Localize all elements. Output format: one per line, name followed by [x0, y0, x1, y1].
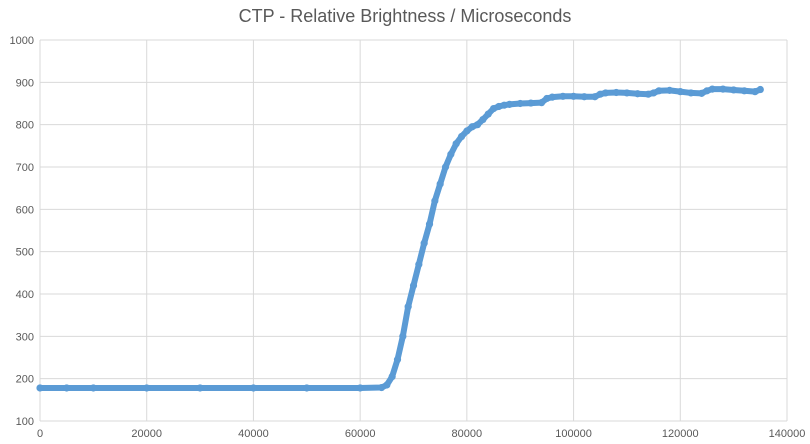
x-tick-label: 80000 [452, 428, 483, 440]
data-point [730, 86, 738, 94]
data-point [425, 220, 434, 228]
data-point [447, 150, 455, 158]
data-point [441, 163, 450, 171]
data-point [569, 92, 578, 100]
data-point [463, 127, 471, 135]
data-point [36, 384, 44, 392]
data-point [687, 89, 695, 97]
data-point [473, 121, 482, 129]
y-tick-label: 800 [16, 120, 34, 132]
data-point [431, 197, 439, 205]
x-tick-label: 20000 [131, 428, 162, 440]
data-point [479, 115, 487, 124]
tick-labels: 100 200 300 400 500 600 700 800 900 1000 0 20000 400… [10, 35, 806, 440]
y-tick-label: 100 [16, 416, 34, 428]
data-point [719, 85, 727, 93]
y-tick-label: 400 [16, 289, 34, 301]
data-points [36, 85, 764, 392]
data-point [63, 384, 71, 392]
x-tick-label: 120000 [662, 428, 699, 440]
data-point [196, 384, 204, 392]
data-point [612, 88, 620, 97]
y-tick-label: 600 [16, 204, 34, 216]
data-point [377, 383, 386, 392]
data-point [393, 356, 402, 364]
data-point [516, 99, 524, 108]
data-point [580, 93, 588, 101]
y-tick-label: 200 [16, 374, 34, 386]
data-point [415, 260, 423, 268]
data-point [623, 89, 631, 97]
data-point [452, 140, 460, 148]
data-point [409, 281, 418, 290]
gridlines [39, 39, 788, 422]
y-tick-label: 700 [16, 162, 34, 174]
data-point [591, 93, 599, 101]
data-point [89, 384, 97, 392]
x-tick-label: 40000 [238, 428, 269, 440]
data-point [356, 384, 364, 392]
y-tick-label: 1000 [10, 35, 34, 47]
data-point [666, 86, 674, 94]
data-point [676, 88, 684, 96]
x-tick-label: 140000 [769, 428, 806, 440]
x-tick-label: 60000 [345, 428, 376, 440]
data-point [388, 372, 396, 381]
series-line [37, 86, 764, 391]
data-point [399, 332, 407, 340]
data-point [457, 132, 466, 141]
y-tick-label: 500 [16, 247, 34, 259]
data-point [655, 87, 663, 95]
data-point [548, 93, 556, 101]
data-point [383, 381, 391, 389]
data-point [740, 87, 748, 95]
x-tick-label: 0 [37, 428, 43, 440]
data-point [436, 180, 444, 188]
data-point [634, 90, 642, 98]
data-point [559, 92, 567, 100]
data-point [698, 89, 706, 97]
x-tick-label: 100000 [555, 428, 592, 440]
data-point [143, 384, 151, 392]
series-line-layer [37, 86, 764, 391]
data-point [404, 303, 412, 311]
data-point [420, 239, 428, 247]
data-point [708, 85, 716, 93]
chart-title: CTP - Relative Brightness / Microseconds [239, 6, 572, 26]
data-point [505, 100, 514, 108]
data-point [303, 384, 311, 392]
data-point [500, 101, 508, 109]
data-point [756, 85, 764, 94]
data-point [537, 99, 546, 107]
data-point [601, 89, 610, 97]
data-point [527, 99, 535, 107]
data-point [249, 384, 258, 392]
y-tick-label: 300 [16, 331, 34, 343]
data-point [484, 110, 492, 118]
y-tick-label: 900 [16, 77, 34, 89]
